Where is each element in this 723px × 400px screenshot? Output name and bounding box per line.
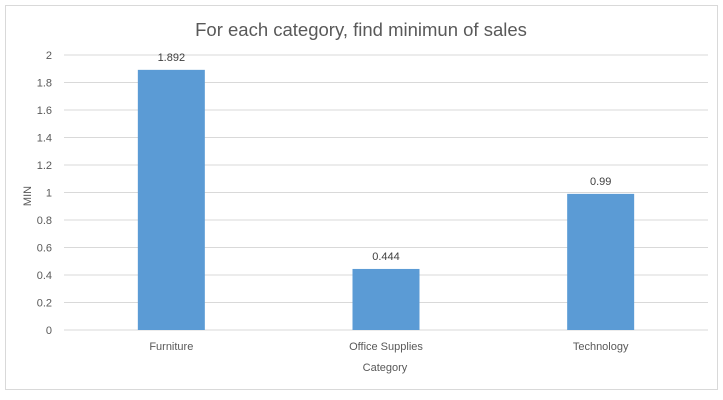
y-tick-label: 1.6 (37, 105, 52, 117)
x-tick-label: Furniture (149, 341, 193, 353)
y-tick-label: 0.6 (37, 243, 52, 255)
y-tick-label: 1.2 (37, 160, 52, 172)
bars (137, 69, 635, 330)
y-tick-label: 2 (46, 50, 52, 62)
bar-technology (567, 193, 635, 330)
data-labels: 1.892 0.444 0.99 (158, 52, 612, 263)
data-label: 0.99 (590, 176, 611, 188)
bar-furniture (137, 69, 205, 330)
y-tick-label: 0 (46, 325, 52, 337)
y-tick-label: 1.8 (37, 78, 52, 90)
x-axis-title: Category (363, 362, 408, 374)
chart-title: For each category, find minimun of sales (195, 19, 527, 40)
x-tick-label: Office Supplies (349, 341, 423, 353)
y-tick-label: 0.4 (37, 270, 52, 282)
y-axis-title: MIN (22, 186, 34, 206)
y-tick-label: 0.2 (37, 298, 52, 310)
data-label: 0.444 (372, 251, 400, 263)
y-tick-label: 1.4 (37, 133, 52, 145)
x-axis-ticks: Furniture Office Supplies Technology (149, 341, 629, 353)
bar-office-supplies (352, 268, 420, 330)
y-tick-label: 0.8 (37, 215, 52, 227)
data-label: 1.892 (158, 52, 186, 64)
y-tick-label: 1 (46, 188, 52, 200)
y-axis-ticks: 0 0.2 0.4 0.6 0.8 1 1.2 1.4 1.6 1.8 2 (37, 50, 52, 337)
x-tick-label: Technology (573, 341, 629, 353)
